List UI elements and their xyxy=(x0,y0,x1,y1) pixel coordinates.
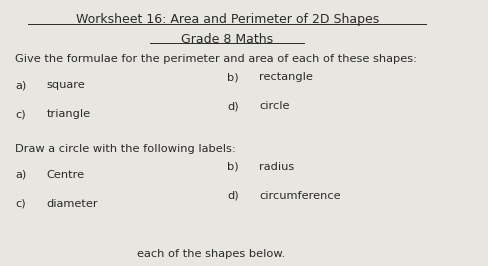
Text: b): b) xyxy=(227,162,239,172)
Text: Worksheet 16: Area and Perimeter of 2D Shapes: Worksheet 16: Area and Perimeter of 2D S… xyxy=(76,13,378,26)
Text: b): b) xyxy=(227,72,239,82)
Text: each of the shapes below.: each of the shapes below. xyxy=(137,249,285,259)
Text: a): a) xyxy=(15,80,26,90)
Text: circumference: circumference xyxy=(259,191,340,201)
Text: c): c) xyxy=(15,199,25,209)
Text: a): a) xyxy=(15,170,26,180)
Text: square: square xyxy=(46,80,85,90)
Text: Centre: Centre xyxy=(46,170,84,180)
Text: rectangle: rectangle xyxy=(259,72,312,82)
Text: radius: radius xyxy=(259,162,294,172)
Text: diameter: diameter xyxy=(46,199,98,209)
Text: triangle: triangle xyxy=(46,109,90,119)
Text: Grade 8 Maths: Grade 8 Maths xyxy=(181,33,273,46)
Text: c): c) xyxy=(15,109,25,119)
Text: circle: circle xyxy=(259,101,289,111)
Text: d): d) xyxy=(227,191,239,201)
Text: d): d) xyxy=(227,101,239,111)
Text: Give the formulae for the perimeter and area of each of these shapes:: Give the formulae for the perimeter and … xyxy=(15,54,416,64)
Text: Draw a circle with the following labels:: Draw a circle with the following labels: xyxy=(15,144,235,153)
